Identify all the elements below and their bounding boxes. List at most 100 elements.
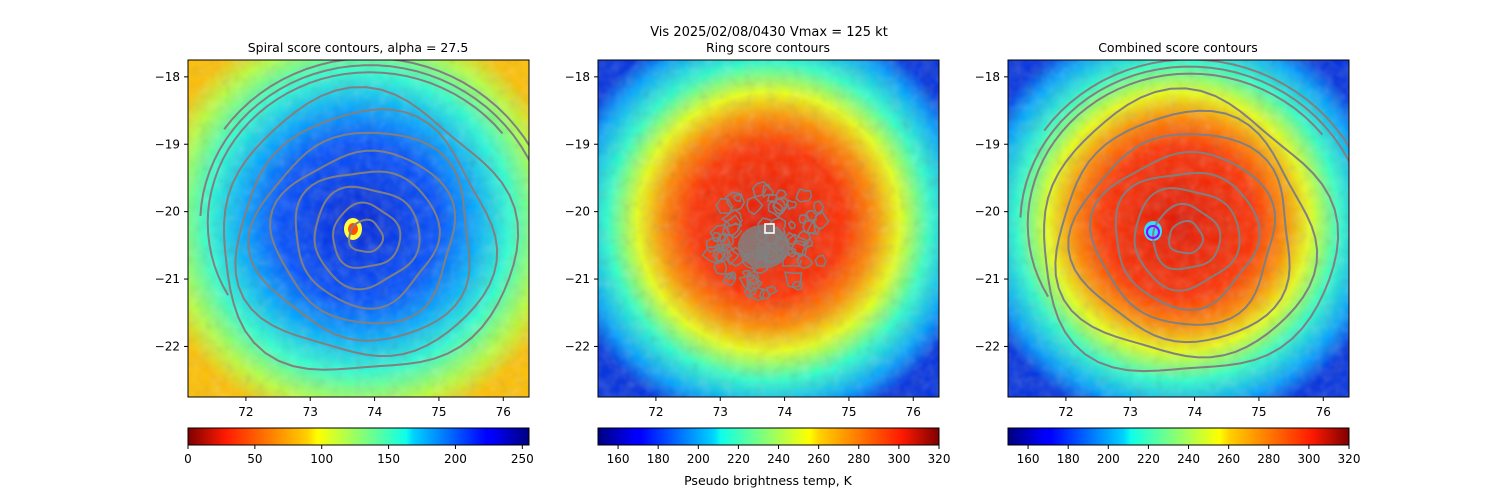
x-tick-label: 73: [1123, 405, 1138, 419]
spiral-arm-contour: [223, 60, 529, 148]
ring-contour: [746, 195, 764, 216]
y-tick-label: −18: [565, 70, 590, 84]
contour-line: [1054, 109, 1319, 359]
ring-contour: [732, 194, 743, 203]
ring-contour: [746, 269, 760, 286]
colorbar-tick-label: 200: [1097, 452, 1120, 466]
ring-contour: [813, 209, 830, 230]
colorbar-tick-label: 320: [1338, 452, 1361, 466]
y-tick-label: −21: [565, 272, 590, 286]
colorbar-tick-label: 280: [1257, 452, 1280, 466]
contour-line: [294, 170, 441, 310]
colorbar-label: Pseudo brightness temp, K: [684, 473, 853, 488]
ring-contour: [795, 187, 813, 203]
colorbar-tick-label: 200: [687, 452, 710, 466]
axis-ticks: 72 73 74 75 76 −18 −19 −20 −21 −22: [975, 70, 1331, 419]
colorbar-tick-label: 300: [887, 452, 910, 466]
colorbar-tick-label: 250: [511, 452, 534, 466]
panel-title: Ring score contours: [706, 40, 830, 55]
x-tick-label: 72: [1058, 405, 1073, 419]
ring-contour: [720, 208, 744, 228]
axes-frame: [187, 59, 530, 398]
y-tick-label: −21: [155, 272, 180, 286]
colorbar-tick-label: 50: [247, 452, 262, 466]
y-tick-label: −22: [155, 339, 180, 353]
ring-contour-core: [737, 224, 790, 269]
ring-contour: [813, 200, 825, 216]
colorbar-tick-label: 220: [1137, 452, 1160, 466]
x-tick-label: 76: [496, 405, 511, 419]
colorbar-tick-label: 220: [727, 452, 750, 466]
axis-ticks: 72 73 74 75 76 −18 −19 −20 −21 −22: [565, 70, 921, 419]
y-tick-label: −19: [565, 137, 590, 151]
center-marker: [1146, 225, 1160, 239]
contour-line: [1089, 150, 1277, 326]
y-tick-label: −18: [155, 70, 180, 84]
x-tick-label: 74: [367, 405, 382, 419]
contour-set: [199, 60, 529, 371]
ring-contour: [767, 199, 784, 219]
ring-contour: [766, 193, 778, 204]
colorbar-tick-label: 240: [1177, 452, 1200, 466]
contour-line: [1133, 187, 1241, 292]
colorbar-tick-label: 0: [184, 452, 192, 466]
y-tick-label: −19: [155, 137, 180, 151]
spiral-arm-contour: [199, 64, 529, 217]
contour-line: [269, 149, 457, 325]
y-tick-label: −21: [975, 272, 1000, 286]
ring-contour: [724, 191, 746, 212]
axis-ticks: 72 73 74 75 76 −18 −19 −20 −21 −22: [155, 70, 511, 419]
ring-contour: [738, 275, 763, 292]
contour-line: [234, 108, 499, 358]
spiral-arm-contour: [1026, 72, 1324, 298]
colorbar-tick-label: 320: [928, 452, 951, 466]
contour-line: [247, 131, 471, 342]
x-tick-label: 74: [777, 405, 792, 419]
ring-contour: [724, 272, 734, 281]
ring-contour: [722, 271, 737, 287]
colorbar: 160 180 200 220 240 260 280 300 320: [597, 427, 951, 466]
y-tick-label: −20: [975, 205, 1000, 219]
x-tick-label: 76: [906, 405, 921, 419]
x-tick-label: 72: [238, 405, 253, 419]
contour-line: [1168, 219, 1205, 255]
x-tick-label: 76: [1316, 405, 1331, 419]
colorbar-tick-label: 260: [1217, 452, 1240, 466]
axes-frame: [1007, 59, 1350, 398]
contour-set: [1019, 60, 1349, 373]
colorbar: 0 50 100 150 200 250: [184, 427, 534, 466]
panel-ring: Ring score contours 72 73 74 75 76 −18 −19 −20 −…: [565, 40, 951, 488]
x-tick-label: 75: [841, 405, 856, 419]
ring-contour: [802, 218, 817, 235]
ring-score-contours: [701, 180, 830, 302]
y-tick-label: −20: [565, 205, 590, 219]
spiral-arm-contour: [206, 71, 504, 296]
contour-line: [332, 201, 402, 269]
ring-contour: [790, 239, 808, 257]
colorbar-tick-label: 300: [1297, 452, 1320, 466]
colorbar-tick-label: 200: [444, 452, 467, 466]
ring-contour: [743, 283, 758, 299]
spiral-arm-contour: [1019, 65, 1349, 218]
colorbar-tick-label: 160: [1017, 452, 1040, 466]
x-tick-label: 73: [303, 405, 318, 419]
ring-contour: [786, 199, 798, 211]
ring-contour: [795, 253, 814, 270]
contour-line: [1043, 87, 1340, 373]
ring-contour: [787, 220, 797, 230]
spiral-arm-contour: [1043, 60, 1349, 149]
contour-line: [223, 86, 520, 371]
ring-contour: [765, 285, 779, 296]
ring-contour: [701, 246, 725, 265]
figure-suptitle: Vis 2025/02/08/0430 Vmax = 125 kt: [650, 25, 888, 40]
ring-contour: [798, 214, 809, 224]
contour-line: [313, 185, 421, 291]
contour-line: [1067, 133, 1291, 344]
ring-contour: [792, 229, 812, 247]
ring-contour: [814, 254, 828, 267]
x-tick-label: 74: [1187, 405, 1202, 419]
axes-frame: [597, 59, 940, 398]
y-tick-label: −20: [155, 205, 180, 219]
ring-contour: [709, 224, 730, 243]
